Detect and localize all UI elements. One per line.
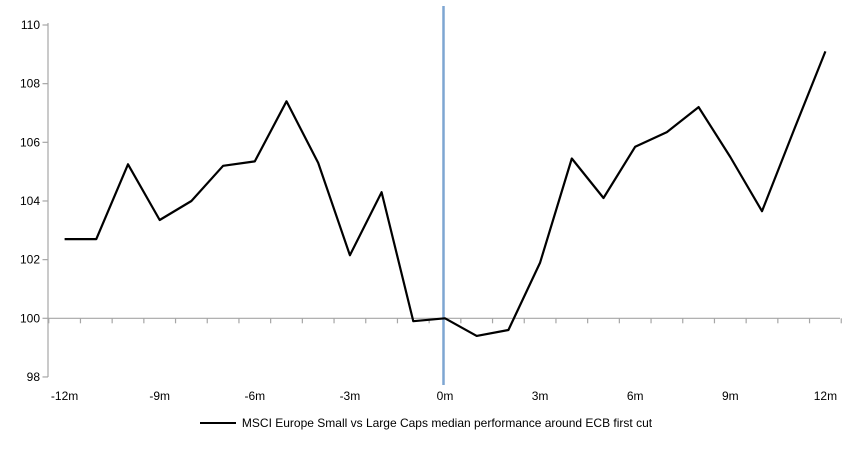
x-axis-labels: -12m -9m -6m -3m 0m 3m 6m 9m 12m bbox=[51, 389, 837, 403]
legend: MSCI Europe Small vs Large Caps median p… bbox=[0, 416, 852, 430]
svg-text:108: 108 bbox=[20, 77, 40, 91]
svg-text:98: 98 bbox=[27, 370, 41, 384]
svg-text:-12m: -12m bbox=[51, 389, 78, 403]
svg-text:-3m: -3m bbox=[340, 389, 361, 403]
svg-text:100: 100 bbox=[20, 311, 40, 325]
svg-text:12m: 12m bbox=[814, 389, 837, 403]
legend-label: MSCI Europe Small vs Large Caps median p… bbox=[241, 416, 653, 430]
svg-text:110: 110 bbox=[21, 18, 40, 32]
svg-text:106: 106 bbox=[20, 135, 40, 149]
series-line bbox=[64, 50, 827, 337]
y-axis-labels: 98 100 102 104 106 108 110 bbox=[20, 18, 40, 384]
svg-text:3m: 3m bbox=[532, 389, 549, 403]
svg-text:6m: 6m bbox=[627, 389, 644, 403]
svg-text:-6m: -6m bbox=[244, 389, 265, 403]
y-axis bbox=[42, 23, 49, 378]
svg-text:104: 104 bbox=[20, 194, 40, 208]
svg-text:-9m: -9m bbox=[149, 389, 170, 403]
svg-text:102: 102 bbox=[20, 253, 40, 267]
legend-line-sample bbox=[199, 422, 236, 424]
svg-text:9m: 9m bbox=[722, 389, 739, 403]
svg-text:0m: 0m bbox=[437, 389, 454, 403]
